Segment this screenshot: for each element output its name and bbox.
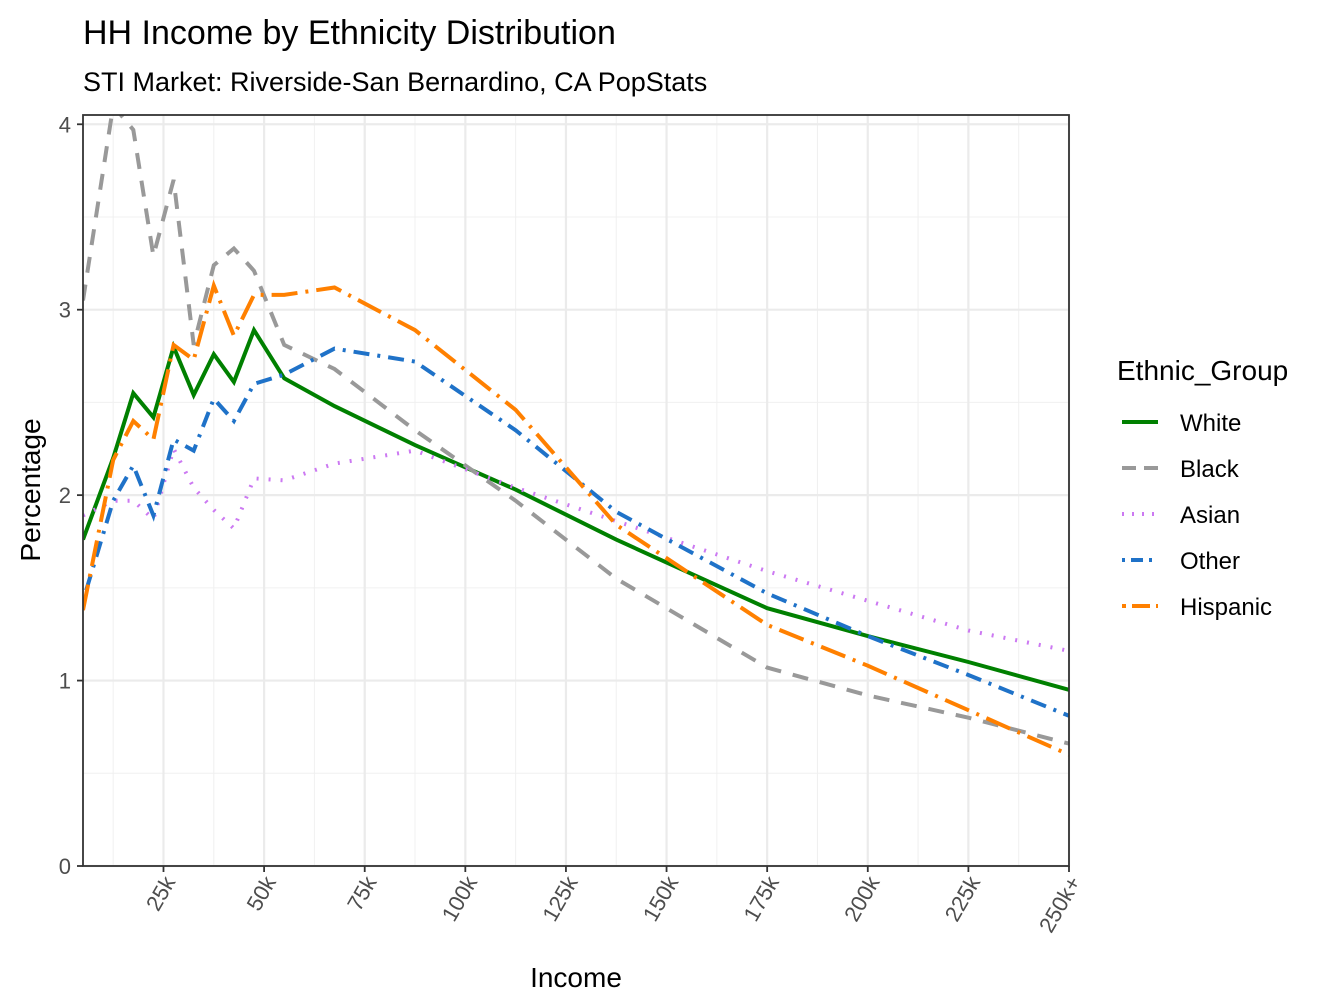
- plot-border: [82, 114, 1070, 867]
- legend-label: Asian: [1180, 502, 1240, 529]
- y-tick-label: 1: [59, 669, 71, 694]
- chart-title: HH Income by Ethnicity Distribution: [83, 14, 616, 52]
- series-line-hispanic: [83, 279, 1069, 757]
- x-tick-label: 250k+: [1034, 872, 1086, 937]
- x-tick-label: 200k: [839, 871, 885, 926]
- x-tick-label: 175k: [738, 871, 784, 926]
- y-tick-label: 2: [59, 483, 71, 508]
- legend-label: Black: [1180, 456, 1240, 483]
- legend: Ethnic_Group White Black Asian Other Hispani…: [1117, 355, 1288, 621]
- x-axis: 25k 50k 75k 100k 125k 150k 175k 200k 225k 250k+: [141, 866, 1086, 937]
- y-axis-label: Percentage: [15, 418, 46, 561]
- legend-title: Ethnic_Group: [1117, 355, 1288, 386]
- legend-item-hispanic: Hispanic: [1122, 594, 1272, 621]
- series-line-other: [83, 346, 1069, 718]
- x-tick-label: 75k: [342, 871, 382, 915]
- legend-item-other: Other: [1122, 548, 1240, 575]
- y-axis: 0 1 2 3 4: [59, 112, 83, 879]
- x-tick-label: 125k: [537, 871, 583, 926]
- y-tick-label: 0: [59, 854, 71, 879]
- x-tick-label: 100k: [437, 871, 483, 926]
- series-line-asian: [83, 443, 1069, 653]
- y-tick-label: 4: [59, 112, 71, 137]
- x-tick-label: 25k: [141, 871, 181, 915]
- gridlines: [83, 115, 1071, 868]
- series-lines: [83, 115, 1069, 757]
- x-tick-label: 50k: [242, 871, 282, 915]
- x-tick-label: 150k: [638, 871, 684, 926]
- legend-item-black: Black: [1122, 456, 1240, 483]
- legend-label: Hispanic: [1180, 594, 1272, 621]
- series-line-white: [83, 325, 1069, 692]
- chart-subtitle: STI Market: Riverside-San Bernardino, CA…: [83, 67, 707, 97]
- y-tick-label: 3: [59, 298, 71, 323]
- legend-item-asian: Asian: [1122, 502, 1240, 529]
- legend-label: Other: [1180, 548, 1240, 575]
- legend-item-white: White: [1122, 410, 1241, 437]
- x-tick-label: 225k: [940, 871, 986, 926]
- legend-label: White: [1180, 410, 1241, 437]
- x-axis-label: Income: [530, 962, 622, 993]
